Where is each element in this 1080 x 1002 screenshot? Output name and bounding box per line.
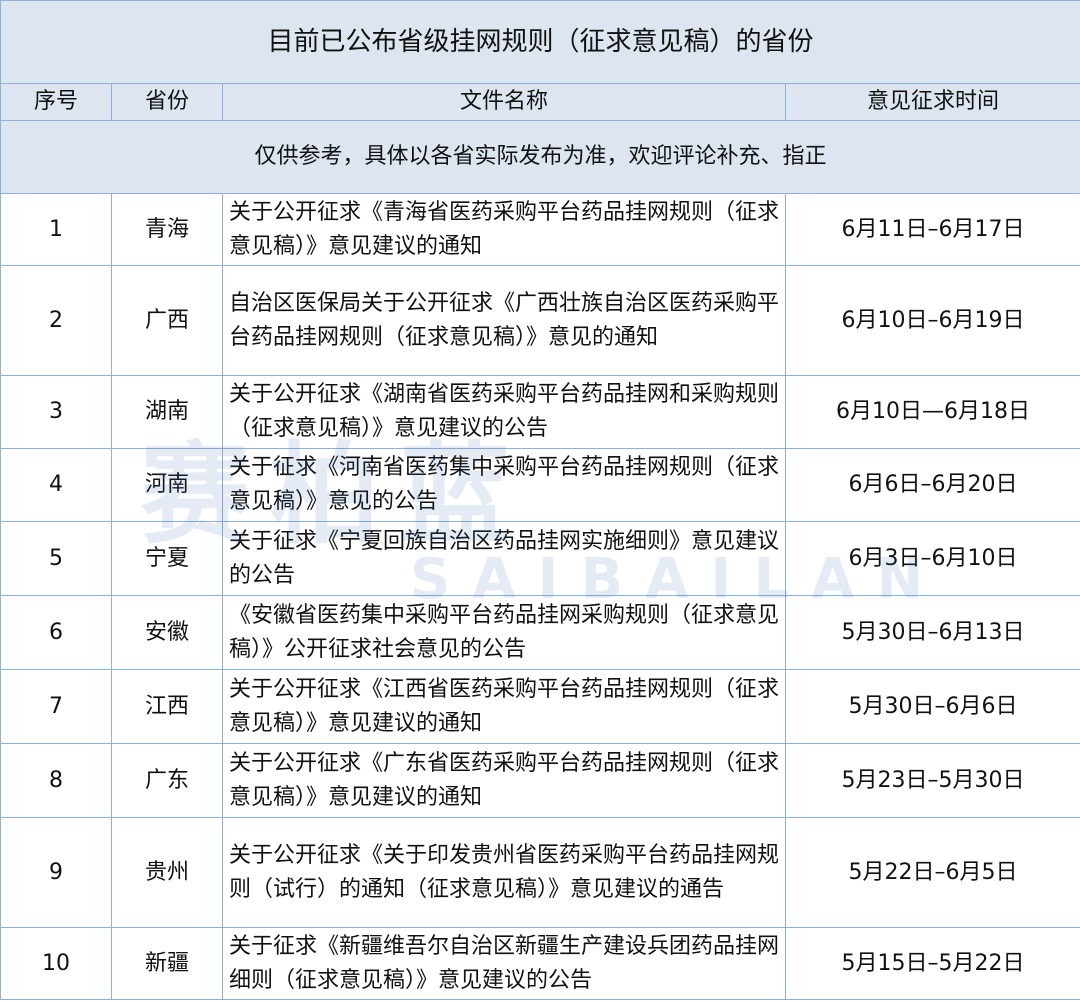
row-province: 安徽 — [111, 595, 223, 670]
table-row: 5 宁夏 关于征求《宁夏回族自治区药品挂网实施细则》意见建议的公告 6月3日–6月10… — [0, 521, 1080, 596]
row-period: 6月3日–6月10日 — [784, 521, 1080, 596]
table-title: 目前已公布省级挂网规则（征求意见稿）的省份 — [0, 0, 1080, 84]
table-row: 6 安徽 《安徽省医药集中采购平台药品挂网采购规则（征求意见稿）》公开征求社会意见的… — [0, 595, 1080, 670]
table-row: 4 河南 关于征求《河南省医药集中采购平台药品挂网规则（征求意见稿）》意见的公告 6月… — [0, 448, 1080, 522]
note-row: 仅供参考，具体以各省实际发布为准，欢迎评论补充、指正 — [0, 120, 1080, 194]
table-row: 3 湖南 关于公开征求《湖南省医药采购平台药品挂网和采购规则（征求意见稿）》意见建议… — [0, 375, 1080, 449]
row-province: 贵州 — [111, 817, 223, 928]
row-period: 6月6日–6月20日 — [784, 448, 1080, 522]
row-document: 关于公开征求《江西省医药采购平台药品挂网规则（征求意见稿）》意见建议的通知 — [222, 669, 786, 744]
row-province: 宁夏 — [111, 521, 223, 596]
row-number: 4 — [0, 448, 112, 522]
row-document: 关于公开征求《关于印发贵州省医药采购平台药品挂网规则（试行）的通知（征求意见稿）… — [222, 817, 786, 928]
header-row: 序号 省份 文件名称 意见征求时间 — [0, 83, 1080, 121]
row-province: 湖南 — [111, 375, 223, 449]
header-no: 序号 — [0, 83, 112, 121]
row-number: 9 — [0, 817, 112, 928]
header-period: 意见征求时间 — [784, 83, 1080, 121]
row-document: 关于征求《宁夏回族自治区药品挂网实施细则》意见建议的公告 — [222, 521, 786, 596]
row-period: 5月30日–6月13日 — [784, 595, 1080, 670]
row-period: 5月30日–6月6日 — [784, 669, 1080, 744]
table-row: 9 贵州 关于公开征求《关于印发贵州省医药采购平台药品挂网规则（试行）的通知（征求意… — [0, 817, 1080, 928]
row-number: 3 — [0, 375, 112, 449]
row-period: 5月23日–5月30日 — [784, 743, 1080, 818]
header-document: 文件名称 — [222, 83, 786, 121]
row-number: 2 — [0, 265, 112, 376]
row-number: 5 — [0, 521, 112, 596]
row-document: 《安徽省医药集中采购平台药品挂网采购规则（征求意见稿）》公开征求社会意见的公告 — [222, 595, 786, 670]
table-row: 2 广西 自治区医保局关于公开征求《广西壮族自治区医药采购平台药品挂网规则（征求意见… — [0, 265, 1080, 376]
row-province: 江西 — [111, 669, 223, 744]
row-document: 自治区医保局关于公开征求《广西壮族自治区医药采购平台药品挂网规则（征求意见稿）》… — [222, 265, 786, 376]
row-period: 6月10日—6月18日 — [784, 375, 1080, 449]
table-row: 1 青海 关于公开征求《青海省医药采购平台药品挂网规则（征求意见稿）》意见建议的通知… — [0, 193, 1080, 266]
row-number: 1 — [0, 193, 112, 266]
row-province: 广东 — [111, 743, 223, 818]
row-province: 青海 — [111, 193, 223, 266]
header-province: 省份 — [111, 83, 223, 121]
row-document: 关于公开征求《湖南省医药采购平台药品挂网和采购规则（征求意见稿）》意见建议的公告 — [222, 375, 786, 449]
row-number: 8 — [0, 743, 112, 818]
table-row: 8 广东 关于公开征求《广东省医药采购平台药品挂网规则（征求意见稿）》意见建议的通知… — [0, 743, 1080, 818]
row-period: 6月10日–6月19日 — [784, 265, 1080, 376]
row-number: 7 — [0, 669, 112, 744]
row-document: 关于公开征求《广东省医药采购平台药品挂网规则（征求意见稿）》意见建议的通知 — [222, 743, 786, 818]
row-document: 关于公开征求《青海省医药采购平台药品挂网规则（征求意见稿）》意见建议的通知 — [222, 193, 786, 266]
row-province: 新疆 — [111, 927, 223, 1000]
row-number: 10 — [0, 927, 112, 1000]
row-period: 5月22日–6月5日 — [784, 817, 1080, 928]
table-row: 7 江西 关于公开征求《江西省医药采购平台药品挂网规则（征求意见稿）》意见建议的通知… — [0, 669, 1080, 744]
row-province: 广西 — [111, 265, 223, 376]
row-province: 河南 — [111, 448, 223, 522]
row-document: 关于征求《河南省医药集中采购平台药品挂网规则（征求意见稿）》意见的公告 — [222, 448, 786, 522]
row-period: 6月11日–6月17日 — [784, 193, 1080, 266]
table-row: 10 新疆 关于征求《新疆维吾尔自治区新疆生产建设兵团药品挂网细则（征求意见稿）》意… — [0, 927, 1080, 1000]
row-number: 6 — [0, 595, 112, 670]
row-document: 关于征求《新疆维吾尔自治区新疆生产建设兵团药品挂网细则（征求意见稿）》意见建议的… — [222, 927, 786, 1000]
row-period: 5月15日–5月22日 — [784, 927, 1080, 1000]
note-text: 仅供参考，具体以各省实际发布为准，欢迎评论补充、指正 — [0, 120, 1080, 194]
table-title-row: 目前已公布省级挂网规则（征求意见稿）的省份 — [0, 0, 1080, 84]
